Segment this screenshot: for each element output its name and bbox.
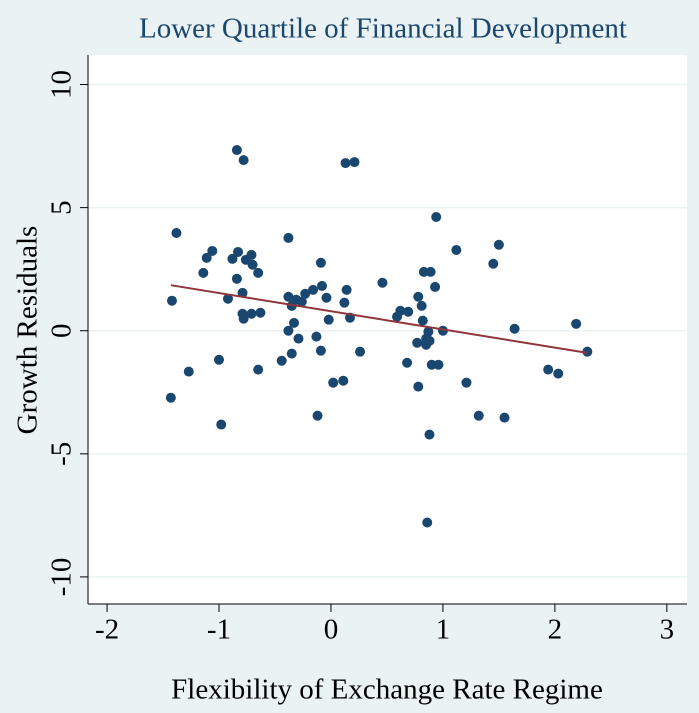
point <box>431 211 442 222</box>
point <box>338 375 349 386</box>
point <box>237 287 248 298</box>
point <box>315 257 326 268</box>
y-tick-label: -10 <box>46 558 78 597</box>
point <box>553 368 564 379</box>
y-tick-label: 10 <box>46 70 78 99</box>
point <box>499 412 510 423</box>
point <box>238 313 249 324</box>
point <box>424 429 435 440</box>
point <box>253 364 264 375</box>
point <box>171 227 182 238</box>
plot-area <box>88 55 687 604</box>
point <box>461 377 472 388</box>
point <box>231 145 242 156</box>
point <box>417 315 428 326</box>
point <box>403 306 414 317</box>
point <box>315 345 326 356</box>
point <box>286 300 297 311</box>
point <box>571 318 582 329</box>
point <box>355 346 366 357</box>
point <box>289 317 300 328</box>
point <box>247 259 258 270</box>
point <box>246 308 257 319</box>
point <box>321 292 332 303</box>
point <box>340 158 351 169</box>
point <box>339 297 350 308</box>
point <box>216 419 227 430</box>
point <box>183 366 194 377</box>
point <box>255 307 266 318</box>
point <box>341 284 352 295</box>
point <box>308 284 319 295</box>
point <box>207 245 218 256</box>
point <box>222 293 233 304</box>
point <box>349 157 360 168</box>
point <box>430 281 441 292</box>
point <box>328 377 339 388</box>
point <box>201 252 212 263</box>
point <box>296 296 307 307</box>
point <box>413 291 424 302</box>
point <box>402 357 413 368</box>
x-tick-label: 2 <box>548 614 563 646</box>
point <box>312 410 323 421</box>
point <box>198 267 209 278</box>
y-tick-label: -5 <box>46 442 78 466</box>
point <box>473 410 484 421</box>
point <box>488 258 499 269</box>
point <box>276 355 287 366</box>
point <box>283 325 294 336</box>
x-tick-label: 1 <box>436 614 451 646</box>
point <box>425 266 436 277</box>
point <box>412 337 423 348</box>
point <box>416 300 427 311</box>
point <box>422 517 433 528</box>
y-tick-label: 5 <box>46 200 78 215</box>
point <box>300 288 311 299</box>
point <box>311 331 322 342</box>
point <box>582 346 593 357</box>
point <box>231 273 242 284</box>
x-tick-label: -2 <box>95 614 119 646</box>
y-tick-label: 0 <box>46 323 78 338</box>
x-tick-label: 0 <box>324 614 339 646</box>
point <box>421 339 432 350</box>
point <box>166 295 177 306</box>
point <box>238 155 249 166</box>
point <box>392 311 403 322</box>
point <box>227 253 238 264</box>
point <box>233 246 244 257</box>
point <box>286 348 297 359</box>
point <box>293 333 304 344</box>
point <box>253 267 264 278</box>
point <box>213 354 224 365</box>
point <box>451 244 462 255</box>
point <box>283 232 294 243</box>
point <box>543 364 554 375</box>
point <box>509 323 520 334</box>
point <box>413 381 424 392</box>
point <box>377 277 388 288</box>
point <box>433 359 444 370</box>
fit-line <box>170 284 588 354</box>
x-axis-label: Flexibility of Exchange Rate Regime <box>171 674 603 706</box>
point <box>493 239 504 250</box>
point <box>283 291 294 302</box>
chart-title: Lower Quartile of Financial Development <box>139 13 627 45</box>
point <box>165 392 176 403</box>
point <box>317 280 328 291</box>
y-axis-label: Growth Residuals <box>12 226 44 435</box>
point <box>323 314 334 325</box>
x-tick-label: -1 <box>207 614 231 646</box>
x-tick-label: 3 <box>660 614 675 646</box>
